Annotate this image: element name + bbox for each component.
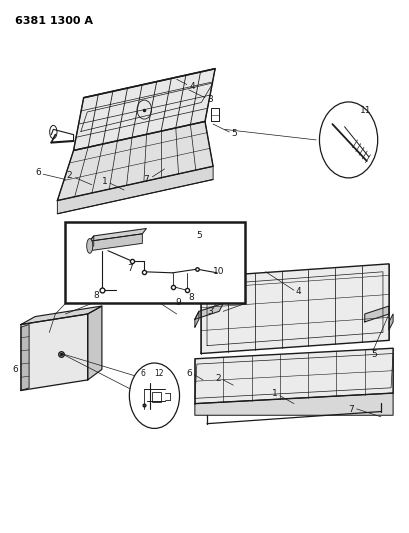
Text: 7: 7 <box>143 175 149 184</box>
Text: 6381 1300 A: 6381 1300 A <box>15 16 93 26</box>
Text: 7: 7 <box>348 406 353 415</box>
Polygon shape <box>73 69 215 150</box>
Text: 3: 3 <box>207 307 213 316</box>
Polygon shape <box>57 166 213 214</box>
Polygon shape <box>200 264 388 353</box>
Text: 11: 11 <box>359 107 371 116</box>
Text: 1: 1 <box>271 389 277 398</box>
Polygon shape <box>21 306 101 325</box>
Polygon shape <box>388 314 392 330</box>
Circle shape <box>319 102 377 178</box>
Text: 5: 5 <box>196 231 201 240</box>
Polygon shape <box>194 303 222 319</box>
Polygon shape <box>194 311 198 327</box>
Text: 6: 6 <box>187 368 192 377</box>
Text: 2: 2 <box>67 171 72 180</box>
Polygon shape <box>21 314 88 391</box>
Text: 6: 6 <box>140 369 145 378</box>
Polygon shape <box>90 236 94 251</box>
Polygon shape <box>90 234 142 251</box>
Polygon shape <box>364 306 388 322</box>
Polygon shape <box>57 122 213 200</box>
Polygon shape <box>90 229 146 241</box>
Text: 9: 9 <box>175 298 181 307</box>
Text: 6: 6 <box>36 168 41 177</box>
Polygon shape <box>21 325 29 391</box>
Polygon shape <box>194 348 392 403</box>
Bar <box>152 392 161 402</box>
Circle shape <box>129 363 179 429</box>
Bar <box>65 222 245 303</box>
Text: 4: 4 <box>294 287 300 296</box>
Text: 12: 12 <box>153 369 163 378</box>
Text: 8: 8 <box>187 293 193 302</box>
Text: 4: 4 <box>189 82 194 91</box>
Polygon shape <box>194 393 392 415</box>
Text: 5: 5 <box>231 129 236 138</box>
Text: 1: 1 <box>101 176 107 185</box>
Ellipse shape <box>86 239 92 253</box>
Text: 3: 3 <box>207 95 213 104</box>
Polygon shape <box>88 306 101 380</box>
Text: 7: 7 <box>127 264 133 272</box>
Text: 2: 2 <box>215 374 220 383</box>
Text: 10: 10 <box>213 267 225 276</box>
Text: 8: 8 <box>94 291 99 300</box>
Text: 5: 5 <box>370 350 376 359</box>
Text: 6: 6 <box>12 365 18 374</box>
